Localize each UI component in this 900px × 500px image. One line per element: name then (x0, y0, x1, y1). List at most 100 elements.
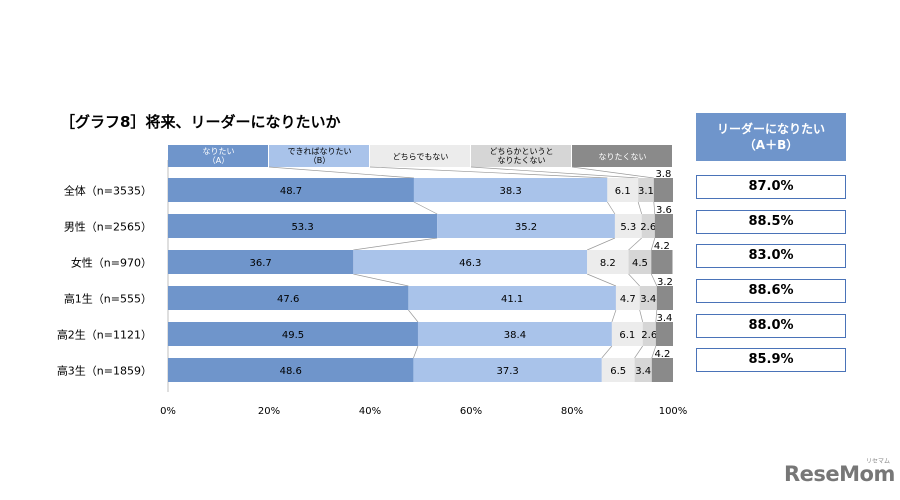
data-label: 4.2 (654, 349, 670, 360)
connector-line (571, 166, 654, 179)
summary-header-line1: リーダーになりたい (716, 122, 825, 136)
connector-line (650, 237, 656, 251)
data-label: 4.5 (632, 258, 648, 269)
category-label: 高3生（n=1859） (57, 364, 152, 378)
data-label: 36.7 (250, 258, 272, 269)
summary-header-line2: （A＋B） (743, 138, 799, 152)
connector-line (628, 273, 640, 287)
connector-line (268, 166, 414, 179)
bar-segment (168, 250, 354, 274)
bar-segment (168, 178, 414, 202)
legend-swatch (370, 145, 470, 167)
summary-value: 88.6% (696, 279, 846, 303)
bar-segment (168, 214, 438, 238)
bar-segment (641, 214, 655, 238)
data-label: 6.5 (610, 366, 626, 377)
data-label: 3.4 (640, 294, 656, 305)
connector-line (587, 273, 617, 287)
bar-segment (634, 358, 652, 382)
data-label: 37.3 (496, 366, 518, 377)
summary-value: 83.0% (696, 244, 846, 268)
bar-segment (413, 178, 608, 202)
connector-line (653, 201, 656, 215)
bar-segment (413, 358, 602, 382)
summary-value: 88.0% (696, 314, 846, 338)
bar-segment (651, 358, 673, 382)
bar-segment (587, 250, 629, 274)
brand-logo: ReseMom (784, 462, 895, 486)
connector-line (634, 345, 643, 359)
bar-segment (638, 178, 654, 202)
connector-line (628, 237, 642, 251)
connector-line (611, 309, 617, 323)
connector-line (353, 273, 409, 287)
data-label: 2.6 (641, 330, 657, 341)
summary-value: 87.0% (696, 175, 846, 199)
data-label: 41.1 (501, 294, 523, 305)
x-tick-label: 20% (258, 406, 280, 417)
data-label: 3.4 (656, 313, 672, 324)
bar-segment (611, 322, 643, 346)
connector-line (601, 345, 613, 359)
data-label: 5.3 (620, 222, 636, 233)
category-label: 女性（n=970） (71, 256, 152, 270)
connector-line (637, 201, 643, 215)
bar-segment (628, 250, 652, 274)
connector-line (607, 201, 616, 215)
data-label: 3.8 (655, 169, 671, 180)
bar-segment (353, 250, 588, 274)
brand-logo-sub: リセマム (866, 458, 891, 465)
bar-segment (639, 286, 657, 310)
x-tick-label: 0% (160, 406, 176, 417)
x-tick-label: 60% (460, 406, 482, 417)
x-tick-label: 80% (561, 406, 583, 417)
data-label: 6.1 (615, 186, 631, 197)
legend-label: なりたい（A） (203, 147, 235, 165)
data-label: 48.7 (280, 186, 302, 197)
data-label: 47.6 (277, 294, 299, 305)
bar-segment (168, 286, 409, 310)
data-label: 53.3 (291, 222, 313, 233)
data-label: 4.7 (620, 294, 636, 305)
data-label: 38.3 (500, 186, 522, 197)
legend-swatch (572, 145, 672, 167)
bar-segment (654, 214, 673, 238)
data-label: 8.2 (600, 258, 616, 269)
data-label: 3.1 (638, 186, 654, 197)
connector-line (655, 309, 658, 323)
data-label: 2.6 (640, 222, 656, 233)
bar-segment (653, 178, 673, 202)
connector-line (413, 345, 419, 359)
connector-line (587, 237, 616, 251)
bar-segment (417, 322, 612, 346)
category-label: 高2生（n=1121） (57, 328, 152, 342)
data-label: 35.2 (515, 222, 537, 233)
summary-value: 88.5% (696, 210, 846, 234)
summary-header: リーダーになりたい （A＋B） (696, 113, 846, 161)
bar-segment (601, 358, 635, 382)
data-label: 49.5 (282, 330, 304, 341)
category-label: 高1生（n=555） (64, 292, 152, 306)
data-label: 46.3 (459, 258, 481, 269)
data-label: 4.2 (654, 241, 670, 252)
bar-segment (437, 214, 615, 238)
connector-line (639, 309, 644, 323)
data-label: 38.4 (504, 330, 526, 341)
data-label: 6.1 (619, 330, 635, 341)
bar-segment (614, 214, 642, 238)
chart-title: ［グラフ8］将来、リーダーになりたいか (60, 113, 341, 131)
x-tick-label: 100% (659, 406, 688, 417)
category-label: 全体（n=3535） (64, 184, 152, 198)
data-label: 3.4 (635, 366, 651, 377)
legend-label: できればなりたい（B） (288, 147, 352, 165)
category-label: 男性（n=2565） (64, 220, 152, 234)
summary-value: 85.9% (696, 348, 846, 372)
bar-segment (168, 322, 418, 346)
legend-swatch (168, 145, 268, 167)
bar-segment (168, 358, 414, 382)
data-label: 48.6 (280, 366, 302, 377)
bar-segment (408, 286, 616, 310)
legend-swatch (471, 145, 571, 167)
data-label: 3.2 (657, 277, 673, 288)
legend-label: どちらでもない (393, 153, 449, 162)
